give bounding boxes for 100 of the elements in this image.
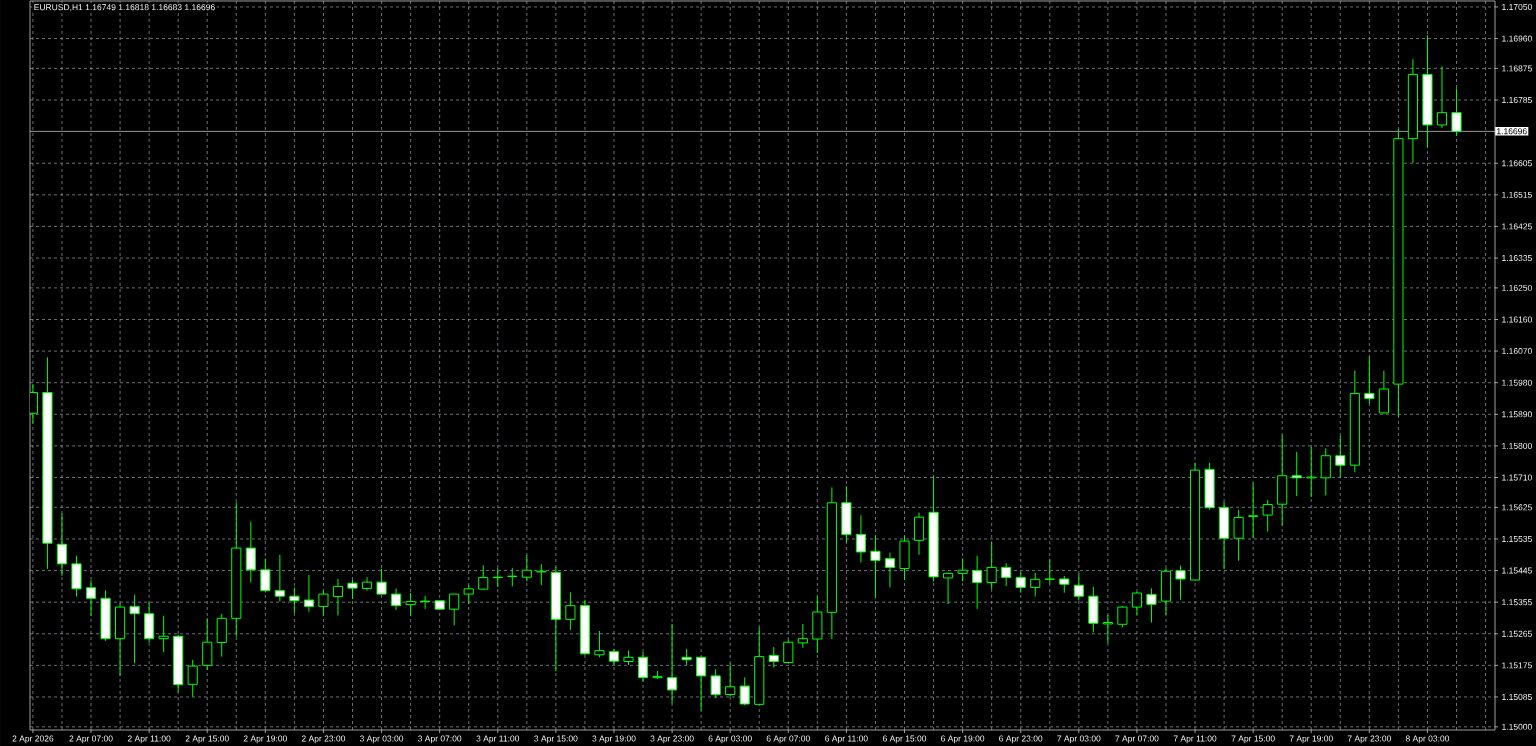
y-tick-label: 1.15445: [1502, 567, 1532, 574]
y-tick-label: 1.16250: [1502, 284, 1532, 291]
y-tick-label: 1.16605: [1502, 160, 1532, 167]
candlestick: [1248, 482, 1259, 539]
x-tick-label: 3 Apr 23:00: [650, 735, 694, 744]
y-tick-label: 1.16960: [1502, 35, 1532, 42]
candlestick: [797, 623, 808, 649]
y-tick-label: 1.16070: [1502, 348, 1532, 355]
candlestick: [521, 554, 532, 582]
candlestick: [1233, 509, 1244, 562]
x-tick-label: 2 Apr 15:00: [185, 735, 229, 744]
x-tick-label: 7 Apr 19:00: [1289, 735, 1333, 744]
candlestick: [1320, 447, 1331, 496]
candlestick: [245, 521, 256, 583]
candlestick: [1262, 499, 1273, 533]
x-tick-label: 3 Apr 11:00: [476, 735, 520, 744]
y-tick-label: 1.15980: [1502, 379, 1532, 386]
x-tick-label: 2 Apr 07:00: [69, 735, 113, 744]
x-tick-label: 3 Apr 19:00: [592, 735, 636, 744]
x-tick-label: 6 Apr 03:00: [708, 735, 752, 744]
x-tick-label: 7 Apr 03:00: [1057, 735, 1101, 744]
candlestick: [972, 555, 983, 610]
x-tick-label: 3 Apr 15:00: [534, 735, 578, 744]
y-tick-label: 1.15265: [1502, 630, 1532, 637]
candlestick: [85, 579, 97, 617]
candlestick: [405, 592, 416, 617]
ref-line-label: 1.16696: [1497, 128, 1527, 135]
candlestick: [594, 630, 605, 658]
candlestick: [943, 572, 954, 605]
candlestick: [783, 639, 794, 664]
y-tick-label: 1.16785: [1502, 97, 1532, 104]
candlestick: [739, 676, 750, 706]
x-tick-label: 3 Apr 03:00: [359, 735, 404, 744]
candlestick: [303, 574, 314, 613]
x-tick-label: 6 Apr 19:00: [941, 735, 985, 744]
y-tick-label: 1.17050: [1502, 3, 1532, 10]
candlestick: [463, 584, 474, 605]
candlestick: [1364, 356, 1375, 404]
y-tick-label: 1.16515: [1502, 191, 1532, 198]
candlestick: [1175, 565, 1186, 601]
candlestick: [1102, 614, 1113, 644]
x-tick-label: 7 Apr 07:00: [1115, 735, 1159, 744]
candlestick: [202, 617, 213, 671]
x-tick-label: 2 Apr 19:00: [243, 735, 287, 744]
candlestick: [768, 646, 779, 668]
chart-title: EURUSD,H1 1.16749 1.16818 1.16683 1.16696: [34, 4, 215, 12]
y-tick-label: 1.15710: [1502, 474, 1532, 481]
candlestick: [332, 578, 344, 617]
y-tick-label: 1.16425: [1502, 223, 1532, 230]
x-tick-label: 6 Apr 23:00: [999, 735, 1043, 744]
candlestick: [1335, 435, 1346, 478]
candlestick: [565, 591, 576, 631]
candlestick: [391, 587, 402, 611]
candlestick: [1146, 587, 1157, 624]
y-tick-label: 1.15085: [1502, 693, 1532, 700]
candlestick: [347, 579, 358, 600]
x-tick-label: 6 Apr 15:00: [882, 735, 927, 744]
x-tick-label: 2 Apr 2026: [12, 735, 54, 744]
y-tick-label: 1.15535: [1502, 535, 1532, 542]
candlestick: [274, 554, 285, 602]
candlestick: [884, 552, 896, 588]
y-tick-label: 1.16160: [1502, 316, 1532, 323]
y-tick-label: 1.15355: [1502, 599, 1532, 606]
candlestick: [376, 568, 387, 595]
candlestick: [957, 558, 968, 582]
candlestick: [158, 615, 169, 653]
candlestick: [725, 662, 736, 698]
y-tick-label: 1.16875: [1502, 65, 1532, 72]
candlestick: [536, 563, 547, 586]
candlestick: [1451, 87, 1462, 137]
candlestick: [289, 586, 300, 614]
candlestick: [710, 668, 721, 699]
x-tick-label: 6 Apr 11:00: [825, 735, 868, 744]
x-tick-label: 7 Apr 15:00: [1231, 735, 1275, 744]
candlestick: [1030, 572, 1041, 598]
candlestick: [870, 534, 881, 599]
candlestick: [318, 590, 329, 617]
candlestick: [1291, 451, 1302, 497]
x-tick-label: 3 Apr 07:00: [418, 735, 462, 744]
y-tick-label: 1.15625: [1502, 504, 1532, 511]
candlestick: [855, 514, 866, 563]
y-tick-label: 1.16335: [1502, 255, 1532, 262]
candlestick: [478, 564, 489, 591]
candlestick: [1015, 571, 1026, 594]
candlestick: [986, 541, 997, 590]
candlestick: [187, 659, 198, 698]
candlestick: [913, 512, 925, 556]
candlestick: [637, 651, 649, 683]
candlestick: [260, 558, 271, 593]
x-tick-label: 7 Apr 23:00: [1347, 735, 1391, 744]
x-tick-label: 2 Apr 11:00: [127, 735, 171, 744]
candlestick: [129, 594, 140, 664]
x-tick-label: 7 Apr 11:00: [1173, 735, 1217, 744]
candlestick: [361, 576, 373, 592]
candlestick: [449, 593, 460, 626]
candlestick: [420, 595, 431, 610]
x-tick-label: 2 Apr 23:00: [301, 735, 346, 744]
candlestick: [1378, 370, 1389, 415]
candlestick: [1117, 605, 1128, 628]
y-tick-label: 1.15890: [1502, 411, 1532, 418]
